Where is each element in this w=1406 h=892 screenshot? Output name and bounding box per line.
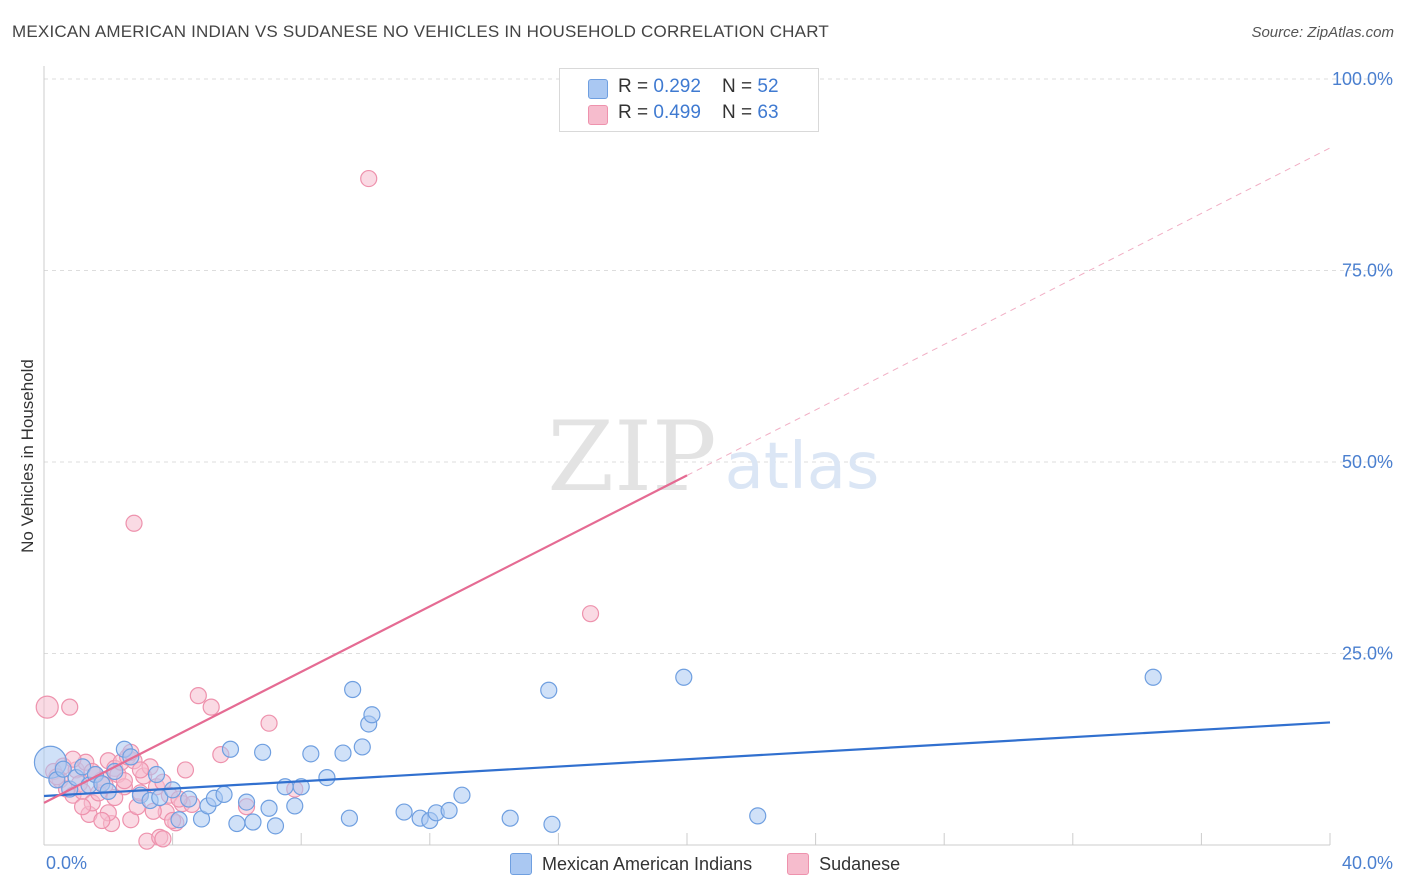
watermark-zip: ZIP [547,401,716,513]
sudanese-point [154,830,172,848]
mexican-american-indian-point [244,813,262,831]
mexican-american-indian-point [215,785,233,804]
mexican-american-indian-point [344,680,362,699]
sudanese-point [581,605,600,623]
mexican-american-indian-point [543,815,561,833]
sudanese-point [189,687,207,705]
sudanese-point [93,811,111,830]
source-label: Source: ZipAtlas.com [1251,24,1394,41]
legend-r-value: 0.499 [653,102,701,123]
mexican-american-indian-point [340,809,359,827]
y-tick-label: 50.0% [1342,452,1393,472]
sudanese-point [125,514,143,532]
trend-line-sudanese-extrapolated [686,147,1331,476]
x-tick-label-max: 40.0% [1342,853,1393,873]
legend-label: Mexican American Indians [542,854,753,874]
mexican-american-indian-point [292,778,310,796]
mexican-american-indian-point [540,681,558,699]
mexican-american-indian-point [453,786,471,804]
legend-swatch-blue [510,853,532,875]
sudanese-point [73,798,92,816]
sudanese-point [131,761,150,779]
tick-labels: 25.0% 50.0% 75.0% 100.0% 0.0% 40.0% [46,69,1393,873]
y-tick-label: 100.0% [1332,69,1393,89]
sudanese-point [176,761,195,779]
legend-n-label: N = [722,76,758,97]
mexican-american-indian-point [302,745,320,763]
trend-line-sudanese [43,474,688,804]
legend-item-sudanese[interactable]: Sudanese [787,852,900,876]
mexican-american-indian-point [266,817,285,835]
y-tick-label: 25.0% [1342,644,1393,664]
trend-lines [43,147,1331,804]
legend-n-value: 52 [757,76,779,97]
mexican-american-indian-point [334,744,352,762]
legend-swatch-pink [787,853,810,875]
sudanese-point [61,698,79,716]
mexican-american-indian-point [228,814,246,833]
mexican-american-indian-point [260,799,278,817]
sudanese-point [202,698,220,716]
legend-n-value: 63 [757,102,779,123]
legend-swatch-blue [588,79,608,99]
mexican-american-indian-point [180,790,198,808]
mexican-american-indian-point [1144,668,1162,686]
mexican-american-indian-point [395,803,413,821]
legend-r-label: R = [618,102,654,123]
mexican-american-indian-point [147,765,166,784]
sudanese-point [360,169,378,188]
mexican-american-indian-point [749,807,767,825]
mexican-american-indian-point [501,809,519,827]
y-tick-label: 75.0% [1342,261,1393,281]
gridlines [44,78,1395,654]
legend-swatch-pink [588,105,608,125]
mexican-american-indian-point [318,768,336,787]
legend-label: Sudanese [819,854,901,874]
mexican-american-indian-point [73,758,92,776]
correlation-legend: R = 0.292 N = 52 R = 0.499 N = 63 [559,68,819,132]
legend-r-label: R = [618,76,654,97]
watermark-atlas: atlas [725,430,880,504]
trend-line-mexican-american-indians [43,721,1331,798]
data-points [33,169,1162,850]
mexican-american-indian-point [221,740,240,758]
mexican-american-indian-point [170,811,188,829]
legend-r-value: 0.292 [653,76,701,97]
series-legend: Mexican American Indians Sudanese [510,852,930,876]
sudanese-point [260,714,278,732]
chart-title: MEXICAN AMERICAN INDIAN VS SUDANESE NO V… [12,22,829,41]
sudanese-point [35,695,59,719]
mexican-american-indian-point [286,797,304,815]
legend-item-mexican-american-indians[interactable]: Mexican American Indians [510,852,752,876]
legend-n-label: N = [722,102,758,123]
mexican-american-indian-point [440,801,458,820]
mexican-american-indian-point [237,793,256,811]
mexican-american-indian-point [254,743,272,761]
mexican-american-indian-point [54,760,72,778]
x-tick-label-min: 0.0% [46,853,87,873]
mexican-american-indian-point [353,738,371,756]
mexican-american-indian-point [363,706,381,724]
watermark: ZIP atlas [547,401,879,513]
mexican-american-indian-point [675,668,693,686]
